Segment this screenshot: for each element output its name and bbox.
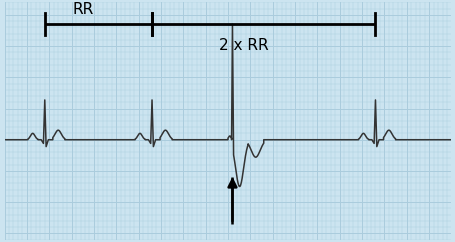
Text: 2 x RR: 2 x RR [218,38,268,53]
Text: RR: RR [73,2,94,17]
